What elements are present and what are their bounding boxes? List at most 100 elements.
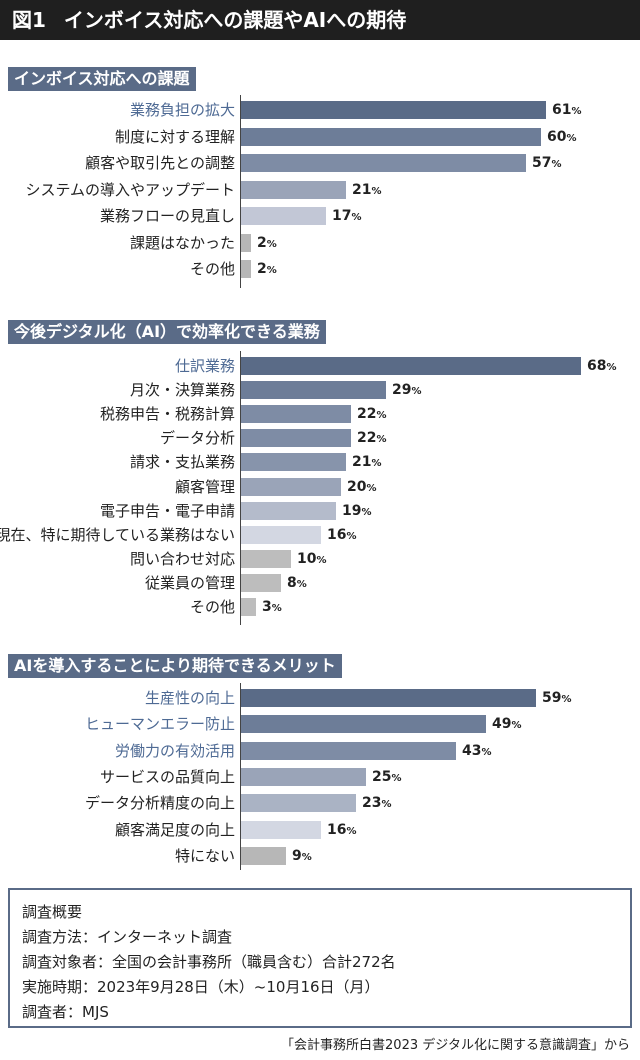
value-unit: %: [346, 826, 357, 837]
value-unit: %: [346, 531, 357, 542]
value-unit: %: [301, 852, 312, 863]
value-unit: %: [391, 773, 402, 784]
value-number: 2: [257, 235, 267, 251]
category-label: 労働力の有効活用: [114, 742, 235, 760]
value-label: 8%: [287, 574, 307, 594]
value-number: 16: [327, 822, 347, 838]
value-number: 2: [257, 261, 267, 277]
value-label: 59%: [542, 689, 572, 709]
value-number: 21: [352, 454, 372, 470]
bar: [241, 181, 346, 199]
value-label: 22%: [357, 429, 387, 449]
value-number: 61: [552, 102, 572, 118]
value-unit: %: [411, 386, 422, 397]
value-number: 22: [357, 430, 377, 446]
value-label: 49%: [492, 715, 522, 735]
value-number: 21: [352, 182, 372, 198]
value-label: 16%: [327, 526, 357, 546]
bar: [241, 234, 251, 252]
value-unit: %: [376, 410, 387, 421]
value-number: 19: [342, 503, 362, 519]
value-number: 29: [392, 382, 412, 398]
section-header-3: AIを導入することにより期待できるメリット: [8, 654, 342, 678]
bar: [241, 154, 526, 172]
value-number: 17: [332, 208, 352, 224]
bar: [241, 260, 251, 278]
value-unit: %: [561, 694, 572, 705]
value-number: 8: [287, 575, 297, 591]
value-number: 16: [327, 527, 347, 543]
bar: [241, 405, 351, 423]
survey-surveyor: 調査者：MJS: [22, 1003, 109, 1021]
value-unit: %: [271, 603, 282, 614]
value-label: 9%: [292, 847, 312, 867]
value-label: 2%: [257, 260, 277, 280]
value-label: 16%: [327, 821, 357, 841]
category-label: データ分析: [159, 429, 235, 447]
value-unit: %: [366, 483, 377, 494]
value-number: 20: [347, 479, 367, 495]
survey-method: 調査方法：インターネット調査: [22, 928, 233, 946]
section-header-1: インボイス対応への課題: [8, 67, 196, 91]
value-number: 43: [462, 743, 482, 759]
value-unit: %: [361, 507, 372, 518]
survey-overview-box: 調査概要 調査方法：インターネット調査 調査対象者：全国の会計事務所（職員含む）…: [8, 888, 632, 1028]
category-label: サービスの品質向上: [99, 768, 235, 786]
value-unit: %: [551, 159, 562, 170]
value-label: 25%: [372, 768, 402, 788]
bar: [241, 207, 326, 225]
bar: [241, 715, 486, 733]
bar: [241, 357, 581, 375]
value-unit: %: [571, 106, 582, 117]
value-number: 57: [532, 155, 552, 171]
category-label: その他: [189, 260, 235, 278]
bar: [241, 526, 321, 544]
category-label: 月次・決算業務: [129, 381, 235, 399]
value-label: 23%: [362, 794, 392, 814]
category-label: 生産性の向上: [144, 689, 235, 707]
value-unit: %: [606, 362, 617, 373]
bar: [241, 550, 291, 568]
category-label: 制度に対する理解: [114, 128, 235, 146]
category-label: システムの導入やアップデート: [25, 181, 235, 199]
value-unit: %: [566, 133, 577, 144]
category-label: 業務フローの見直し: [99, 207, 235, 225]
value-unit: %: [371, 458, 382, 469]
value-number: 23: [362, 795, 382, 811]
figure-title-bar: 図1 インボイス対応への課題やAIへの期待: [0, 0, 640, 40]
bar: [241, 794, 356, 812]
value-label: 19%: [342, 502, 372, 522]
bar: [241, 429, 351, 447]
value-unit: %: [371, 186, 382, 197]
category-label: 顧客管理: [174, 478, 235, 496]
category-label: 仕訳業務: [174, 357, 235, 375]
chart-axis-3: [240, 683, 241, 870]
figure-number: 図1: [12, 8, 46, 32]
category-label: 税務申告・税務計算: [99, 405, 235, 423]
category-label: データ分析精度の向上: [84, 794, 235, 812]
bar: [241, 689, 536, 707]
value-label: 61%: [552, 101, 582, 121]
survey-target: 調査対象者：全国の会計事務所（職員含む）合計272名: [22, 953, 396, 971]
bar: [241, 598, 256, 616]
category-label: その他: [189, 598, 235, 616]
value-unit: %: [376, 434, 387, 445]
section-header-2: 今後デジタル化（AI）で効率化できる業務: [8, 320, 326, 344]
survey-heading: 調査概要: [22, 903, 83, 921]
bar: [241, 128, 541, 146]
category-label: 顧客や取引先との調整: [85, 154, 235, 172]
value-unit: %: [511, 720, 522, 731]
value-unit: %: [296, 579, 307, 590]
bar: [241, 574, 281, 592]
value-number: 49: [492, 716, 512, 732]
value-number: 68: [587, 358, 607, 374]
value-unit: %: [381, 799, 392, 810]
category-label: 業務負担の拡大: [129, 101, 235, 119]
bar: [241, 101, 546, 119]
category-label: 課題はなかった: [129, 234, 235, 252]
value-number: 10: [297, 551, 317, 567]
value-unit: %: [481, 747, 492, 758]
value-unit: %: [266, 239, 277, 250]
bar: [241, 453, 346, 471]
category-label: 顧客満足度の向上: [114, 821, 235, 839]
